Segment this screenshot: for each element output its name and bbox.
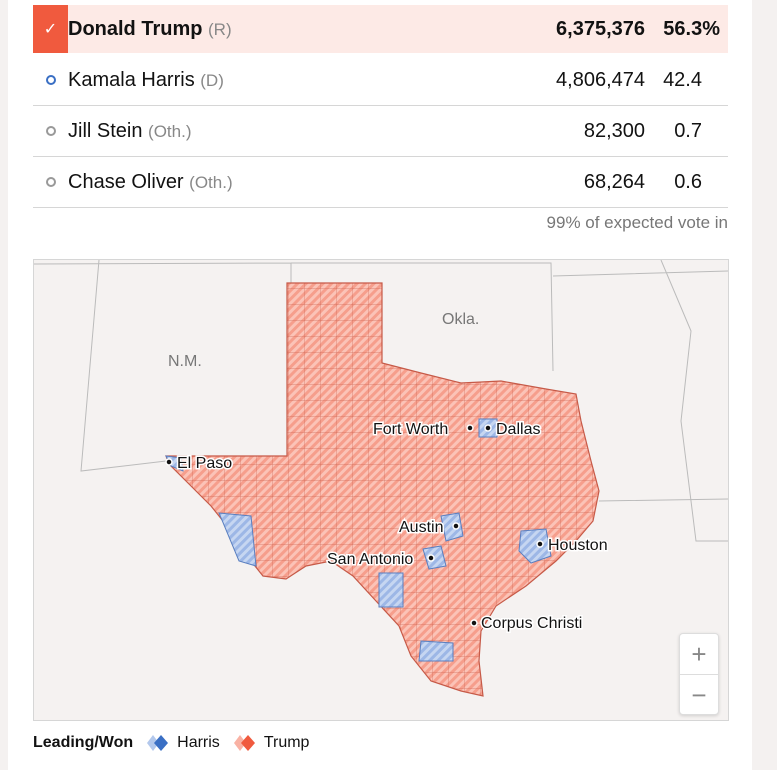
candidate-row-stein: Jill Stein (Oth.) 82,300 0.7 <box>33 106 728 157</box>
candidate-party: (Oth.) <box>148 121 192 141</box>
texas-map-svg: N.M. Okla. Fort Worth Dallas El Paso Aus… <box>34 260 728 697</box>
candidate-name: Chase Oliver <box>68 170 184 193</box>
candidate-pct: 0.6 <box>674 170 702 193</box>
candidate-pct: 56.3% <box>663 17 720 40</box>
candidate-votes: 82,300 <box>583 119 645 142</box>
city-dot-san-antonio <box>427 554 435 562</box>
winner-check-icon: ✓ <box>33 5 68 53</box>
party-dot-icon <box>45 126 56 136</box>
city-label-houston: Houston <box>548 537 608 554</box>
city-dot-austin <box>452 522 460 530</box>
state-label-nm: N.M. <box>168 353 202 370</box>
candidate-row-oliver: Chase Oliver (Oth.) 68,264 0.6 <box>33 157 728 208</box>
results-table: ✓ Donald Trump (R) 6,375,376 56.3% Kamal… <box>33 5 728 208</box>
candidate-name: Jill Stein <box>68 119 143 142</box>
city-dot-corpus-christi <box>470 619 478 627</box>
city-dot-dallas <box>484 424 492 432</box>
candidate-name: Kamala Harris <box>68 68 195 91</box>
zoom-out-button[interactable]: − <box>691 679 707 710</box>
city-label-corpus-christi: Corpus Christi <box>481 615 582 632</box>
city-label-san-antonio: San Antonio <box>327 551 413 568</box>
state-label-ok: Okla. <box>442 311 479 328</box>
candidate-party: (D) <box>200 70 224 90</box>
legend-trump: Trump <box>263 734 310 751</box>
party-dot-icon <box>45 177 56 187</box>
candidate-name: Donald Trump <box>68 17 203 40</box>
reporting-note: 99% of expected vote in <box>546 213 728 232</box>
city-dots <box>165 424 544 627</box>
candidate-votes: 68,264 <box>583 170 645 193</box>
candidate-party: (Oth.) <box>189 172 233 192</box>
harris-diamond-icon <box>147 735 169 751</box>
city-label-fort-worth: Fort Worth <box>373 421 448 438</box>
neighbor-state-borders <box>34 260 728 542</box>
city-label-dallas: Dallas <box>496 421 540 438</box>
zoom-in-button[interactable]: + <box>680 634 718 675</box>
map-legend: Leading/Won Harris Trump <box>33 733 309 753</box>
zoom-controls: + − <box>679 633 719 715</box>
candidate-pct: 0.7 <box>674 119 702 142</box>
candidate-party: (R) <box>208 19 232 39</box>
city-dot-el-paso <box>165 458 173 466</box>
candidate-row-trump: ✓ Donald Trump (R) 6,375,376 56.3% <box>33 5 728 53</box>
harris-counties <box>165 418 552 662</box>
candidate-pct: 42.4 <box>663 68 702 91</box>
legend-title: Leading/Won <box>33 734 134 751</box>
legend-harris: Harris <box>177 734 220 751</box>
trump-diamond-icon <box>233 735 255 751</box>
candidate-votes: 4,806,474 <box>556 68 645 91</box>
party-dot-icon <box>45 75 56 85</box>
city-label-el-paso: El Paso <box>177 455 232 472</box>
city-dot-houston <box>536 540 544 548</box>
city-label-austin: Austin <box>399 519 443 536</box>
candidate-row-harris: Kamala Harris (D) 4,806,474 42.4 <box>33 55 728 106</box>
candidate-votes: 6,375,376 <box>556 17 645 40</box>
city-dot-fort-worth <box>466 424 474 432</box>
county-map[interactable]: N.M. Okla. Fort Worth Dallas El Paso Aus… <box>33 259 729 721</box>
